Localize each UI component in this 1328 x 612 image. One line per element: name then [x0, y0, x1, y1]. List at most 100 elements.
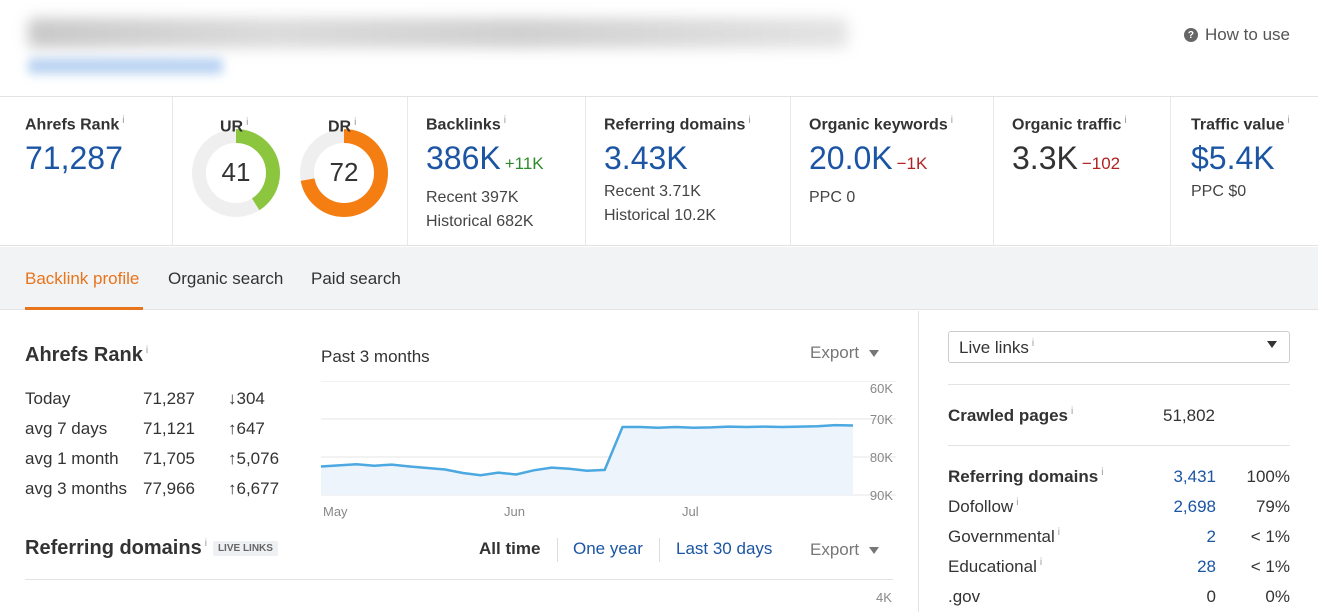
chart-export-button[interactable]: Export	[810, 343, 880, 363]
tab-paid-search[interactable]: Paid search	[311, 269, 401, 288]
rank-change-value: 6,677	[236, 479, 280, 498]
chart-x-tick: Jul	[682, 504, 699, 519]
sidebar-row-value[interactable]: 3,431	[1173, 467, 1216, 486]
links-type-select[interactable]: Live links i	[948, 331, 1290, 363]
info-icon[interactable]: i	[1101, 467, 1104, 479]
rank-change-value: 304	[236, 389, 265, 408]
info-icon[interactable]: i	[1287, 115, 1290, 126]
arrow-up-icon: ↑	[228, 449, 237, 468]
rank-section-title: Ahrefs Rank	[25, 344, 143, 366]
crawled-pages-label: Crawled pages	[948, 406, 1068, 425]
rank-row-change: ↑5,076	[228, 449, 279, 469]
chart-y-tick: 90K	[870, 488, 893, 503]
metric-referring-domains: Referring domains i 3.43K Recent 3.71K Hi…	[586, 97, 791, 245]
divider	[557, 538, 558, 562]
caret-down-icon	[1267, 341, 1277, 348]
info-icon[interactable]: i	[145, 345, 149, 357]
sidebar-row-pct: < 1%	[1250, 527, 1290, 546]
rank-change-value: 647	[236, 419, 265, 438]
chart-x-tick: Jun	[504, 504, 525, 519]
sidebar-row-label-text: .gov	[948, 587, 981, 606]
tab-bar: Backlink profile Organic search Paid sea…	[0, 247, 1318, 310]
rank-row-change: ↑647	[228, 419, 265, 439]
info-icon[interactable]: i	[1057, 527, 1061, 539]
metric-value[interactable]: 386K	[426, 140, 501, 177]
ur-label: UR	[220, 118, 244, 136]
range-last-30-days[interactable]: Last 30 days	[676, 539, 773, 558]
info-icon[interactable]: i	[354, 117, 357, 128]
ur-gauge	[192, 129, 280, 217]
sidebar-row-label-text: Dofollow	[948, 497, 1014, 516]
divider	[659, 538, 660, 562]
how-to-use-link[interactable]: ? How to use	[1183, 25, 1290, 45]
rank-row-label: Today	[25, 389, 71, 408]
info-icon[interactable]: i	[204, 538, 207, 550]
export-label: Export	[810, 343, 860, 362]
sidebar-row-value[interactable]: 2,698	[1173, 497, 1216, 516]
info-icon[interactable]: i	[1016, 497, 1019, 509]
sidebar-row-pct: 79%	[1255, 497, 1290, 516]
info-icon[interactable]: i	[246, 117, 249, 128]
info-icon[interactable]: i	[503, 115, 506, 126]
info-icon[interactable]: i	[122, 115, 125, 126]
metric-delta: −102	[1081, 154, 1121, 174]
info-icon[interactable]: i	[1071, 406, 1074, 418]
sidebar-row-label: .gov	[948, 587, 980, 607]
arrow-up-icon: ↑	[228, 479, 237, 498]
metric-label: Referring domains	[604, 116, 746, 134]
arrow-up-icon: ↑	[228, 419, 237, 438]
metric-recent: Recent 3.71K	[604, 183, 701, 201]
info-icon[interactable]: i	[1031, 338, 1035, 350]
rank-row-value: 71,705	[143, 449, 195, 468]
metric-value[interactable]: 20.0K	[809, 140, 893, 177]
how-to-use-label: How to use	[1204, 25, 1290, 44]
metric-value[interactable]: 3.43K	[604, 140, 688, 177]
sidebar-row-value[interactable]: 28	[1197, 557, 1216, 576]
ur-gauge-arc	[192, 129, 280, 217]
info-icon[interactable]: i	[950, 115, 953, 126]
metric-organic-keywords: Organic keywords i 20.0K −1K PPC 0	[791, 97, 994, 245]
metric-label: Backlinks	[426, 116, 501, 134]
chart-y-tick: 60K	[870, 381, 893, 396]
select-value: Live links	[959, 338, 1029, 357]
divider	[25, 579, 893, 580]
metric-traffic-value: Traffic value i $5.4K PPC $0	[1171, 97, 1318, 245]
range-one-year[interactable]: One year	[573, 539, 643, 558]
rank-row-label: avg 7 days	[25, 419, 108, 438]
range-all-time[interactable]: All time	[479, 539, 541, 558]
info-icon[interactable]: i	[748, 115, 751, 126]
dr-label: DR	[328, 118, 352, 136]
metric-gauges: UR i 41 DR i 72	[173, 97, 408, 245]
chart-title: Past 3 months	[321, 347, 430, 366]
metric-value: 3.3K	[1012, 140, 1078, 177]
metric-label: Ahrefs Rank	[25, 116, 120, 134]
metric-label: Traffic value	[1191, 116, 1285, 134]
metric-label: Organic traffic	[1012, 116, 1122, 134]
info-icon[interactable]: i	[1039, 557, 1043, 569]
sidebar-row-label: Referring domains i	[948, 467, 1103, 487]
metric-value[interactable]: $5.4K	[1191, 140, 1275, 177]
tab-backlink-profile[interactable]: Backlink profile	[25, 269, 140, 288]
caret-down-icon	[869, 350, 880, 358]
rank-row-change: ↑6,677	[228, 479, 279, 499]
sidebar-row-pct: 0%	[1265, 587, 1290, 606]
arrow-down-icon: ↓	[228, 389, 237, 408]
sidebar-row-label-text: Governmental	[948, 527, 1055, 546]
info-icon[interactable]: i	[1124, 115, 1127, 126]
ahrefs-rank-chart: 60K 70K 80K 90K May Jun Jul	[321, 381, 896, 519]
tab-organic-search[interactable]: Organic search	[168, 269, 284, 288]
sidebar-row-value[interactable]: 2	[1206, 527, 1216, 546]
metric-recent: Recent 397K	[426, 189, 519, 207]
metric-historical: Historical 682K	[426, 213, 534, 231]
dr-gauge-arc	[300, 129, 388, 217]
sidebar-row-label-text: Educational	[948, 557, 1037, 576]
crawled-pages-value: 51,802	[1163, 406, 1215, 425]
page-url-blurred[interactable]	[28, 58, 223, 74]
referring-export-button[interactable]: Export	[810, 540, 880, 560]
rank-row-value: 77,966	[143, 479, 195, 498]
metrics-bar: Ahrefs Rank i 71,287 UR i 41 DR i 72 Backli…	[0, 96, 1318, 246]
sidebar-divider	[918, 311, 919, 612]
rank-row-change: ↓304	[228, 389, 265, 409]
divider	[948, 384, 1290, 385]
ur-value: 41	[221, 157, 251, 187]
